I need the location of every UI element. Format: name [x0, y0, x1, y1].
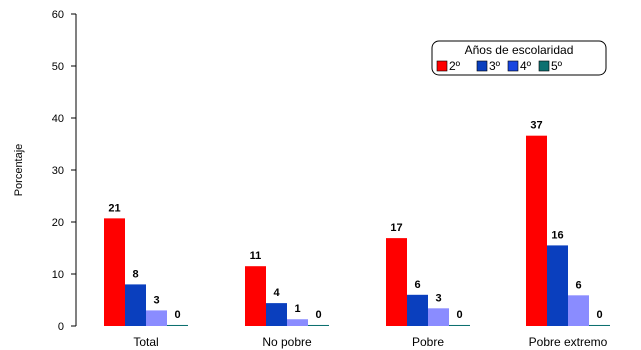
y-ticks: 0 10 20 30 40 50 60 — [52, 9, 76, 333]
y-tick-label: 40 — [52, 113, 64, 125]
legend-swatch — [507, 60, 519, 72]
bar — [428, 308, 449, 326]
bar-value-label: 0 — [315, 309, 321, 321]
bar — [266, 303, 287, 326]
category-label: Pobre extremo — [529, 335, 608, 349]
bar — [589, 324, 610, 326]
y-tick-label: 10 — [52, 269, 64, 281]
y-tick-label: 50 — [52, 61, 64, 73]
legend-swatch — [436, 60, 448, 72]
bar — [308, 324, 329, 326]
bar — [547, 245, 568, 326]
bar-value-label: 4 — [273, 287, 280, 299]
bar-value-label: 1 — [294, 303, 300, 315]
bar-value-label: 21 — [108, 202, 120, 214]
bar-value-label: 16 — [551, 229, 563, 241]
y-axis-label: Porcentaje — [13, 144, 25, 197]
legend-items: 2º 3º 4º 5º — [436, 59, 563, 73]
bars — [104, 135, 610, 326]
bar-value-label: 6 — [575, 279, 581, 291]
bar-value-label: 0 — [456, 309, 462, 321]
bar — [407, 294, 428, 326]
category-label: Total — [133, 335, 158, 349]
y-tick-label: 20 — [52, 217, 64, 229]
bar — [104, 218, 125, 326]
bar — [449, 324, 470, 326]
bar-value-label: 3 — [153, 294, 159, 306]
legend-box — [431, 40, 607, 76]
bar-value-label: 17 — [390, 222, 402, 234]
bar — [526, 135, 547, 326]
bar-value-label: 6 — [414, 279, 420, 291]
bar — [146, 310, 167, 326]
y-tick-label: 0 — [58, 321, 64, 333]
bar — [245, 266, 266, 326]
bar-value-label: 11 — [250, 250, 262, 262]
bar-value-label: 8 — [132, 268, 138, 280]
bar — [167, 324, 188, 326]
legend-entry-label: 5º — [551, 59, 563, 73]
legend-swatch — [476, 60, 488, 72]
bar-value-label: 0 — [174, 309, 180, 321]
legend: Años de escolaridad 2º 3º 4º 5º — [431, 40, 607, 76]
bar-value-label: 0 — [596, 309, 602, 321]
category-label: Pobre — [412, 335, 444, 349]
legend-swatch — [538, 60, 550, 72]
category-labels: Total No pobre Pobre Pobre extremo — [133, 335, 607, 349]
bar — [125, 284, 146, 326]
y-tick-label: 60 — [52, 9, 64, 21]
bar-value-label: 37 — [530, 120, 542, 132]
legend-entry-label: 2º — [449, 59, 461, 73]
bar-value-label: 3 — [435, 292, 441, 304]
legend-title: Años de escolaridad — [465, 43, 574, 57]
value-labels: 21 8 3 0 11 4 1 0 17 6 3 0 37 16 6 0 — [108, 120, 602, 321]
bar — [287, 319, 308, 326]
legend-entry-label: 3º — [489, 59, 501, 73]
bar — [386, 238, 407, 326]
category-label: No pobre — [262, 335, 312, 349]
y-tick-label: 30 — [52, 165, 64, 177]
legend-entry-label: 4º — [520, 59, 532, 73]
bar — [568, 295, 589, 326]
